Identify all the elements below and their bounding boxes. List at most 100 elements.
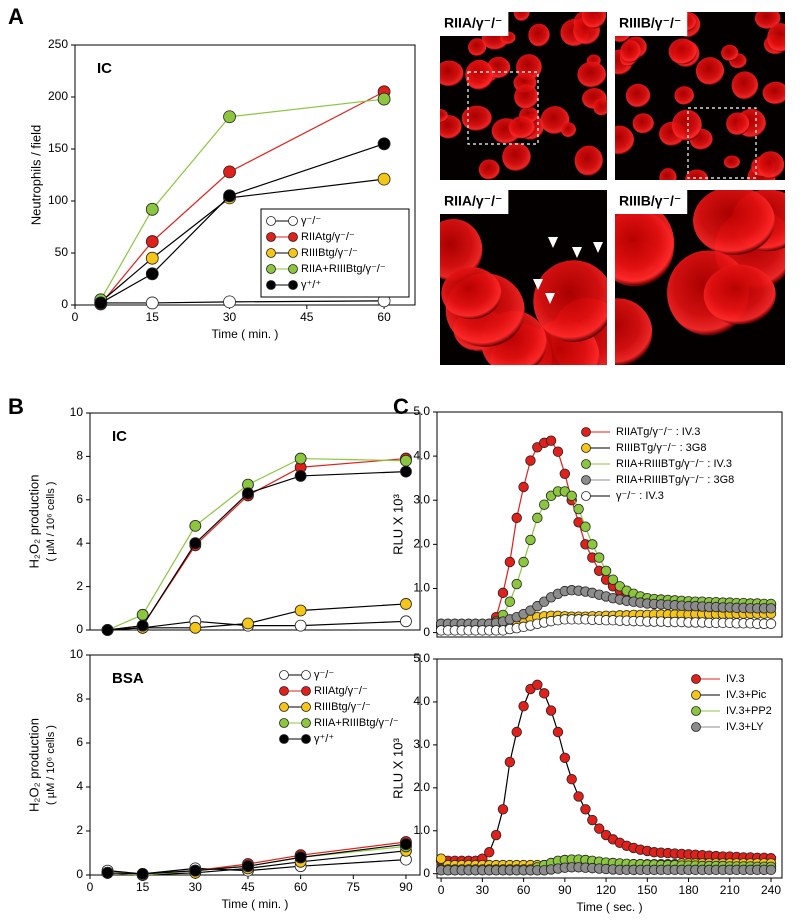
legend-marker [581, 427, 591, 437]
data-point [587, 539, 598, 550]
data-point [504, 556, 516, 568]
cell [468, 38, 487, 56]
y-axis-subtitle: ( µM / 10⁶ cells ) [45, 725, 57, 805]
data-point [242, 860, 254, 873]
series-line [107, 620, 406, 631]
cell [695, 57, 725, 85]
cell [721, 44, 739, 61]
arrowhead [572, 247, 582, 258]
cell [440, 109, 448, 123]
cell [625, 83, 651, 108]
data-point [593, 552, 605, 563]
x-tick-label: 45 [300, 310, 314, 324]
plot-frame [89, 654, 421, 876]
data-point [573, 791, 584, 802]
cell [440, 60, 464, 87]
legend-label: RIIA+RIIIBTg/γ⁻/⁻ : IV.3 [616, 458, 732, 470]
data-point [511, 578, 522, 590]
legend-marker [266, 264, 276, 274]
cell [731, 71, 759, 100]
data-point [400, 838, 412, 851]
data-point [504, 756, 516, 768]
chart: 0 2 4 6 8 10 0 15 30 45 60 75 90 Time ( min. ) H₂O₂ pr… [26, 647, 421, 911]
cell [754, 12, 781, 29]
y-tick-label: 0 [423, 625, 430, 639]
legend-label: RIIATg/γ⁻/⁻ : IV.3 [616, 426, 700, 438]
legend-marker [288, 264, 298, 274]
y-tick-label: 1.0 [413, 823, 430, 837]
y-tick-label: 2.0 [413, 537, 430, 551]
data-point [484, 847, 495, 858]
data-point [435, 853, 447, 864]
cell [440, 218, 483, 282]
y-tick-label: 5.0 [413, 404, 430, 418]
arrowhead [593, 242, 603, 253]
panel-label: C [393, 394, 409, 419]
y-tick-label: 4.0 [413, 448, 430, 462]
cell [533, 260, 607, 342]
data-point [294, 619, 307, 632]
legend-marker [266, 280, 276, 290]
cell [762, 81, 785, 105]
legend-marker [581, 491, 591, 501]
data-point [600, 565, 612, 577]
data-point [607, 574, 619, 585]
micrograph-label: RIIIB/γ⁻/⁻ [619, 15, 681, 31]
legend-label: RIIIBtg/γ⁻/⁻ [314, 701, 371, 713]
data-point [400, 454, 412, 467]
legend-marker [288, 280, 298, 290]
data-point [294, 470, 307, 482]
data-point [765, 864, 777, 876]
cell [581, 12, 607, 29]
series-line [107, 457, 406, 631]
cell [685, 169, 709, 180]
y-tick-label: 6 [76, 492, 83, 506]
cells [440, 12, 607, 180]
x-tick-label: 30 [476, 883, 490, 897]
x-tick-label: 120 [596, 883, 616, 897]
cell [508, 116, 535, 139]
data-point [580, 804, 591, 815]
legend-marker [279, 718, 289, 728]
legend-label: RIIA+RIIIBTg/γ⁻/⁻ : 3G8 [616, 474, 734, 486]
y-tick-label: 0 [76, 867, 83, 881]
data-point [765, 618, 777, 629]
data-point [539, 499, 550, 510]
data-point [511, 726, 522, 738]
panel-label: B [8, 394, 24, 419]
data-point [765, 603, 777, 614]
data-point [545, 705, 557, 716]
data-point [497, 587, 509, 599]
y-axis-title: Neutrophils / field [28, 125, 43, 225]
data-point [242, 487, 254, 500]
legend-marker [301, 718, 311, 728]
legend-marker [288, 216, 298, 226]
legend-marker [266, 232, 276, 242]
legend-label: RIIA+RIIIBtg/γ⁻/⁻ [301, 263, 386, 275]
data-point [242, 617, 254, 630]
legend-marker [691, 674, 701, 684]
annotation: IC [97, 60, 112, 77]
cell [593, 98, 607, 116]
data-point [400, 465, 412, 478]
data-point [189, 519, 202, 532]
cell [461, 105, 492, 131]
plot-frame [74, 44, 416, 306]
data-point [377, 137, 391, 151]
data-point [189, 864, 202, 877]
cell [441, 267, 502, 320]
x-tick-label: 240 [761, 883, 781, 897]
x-tick-label: 150 [637, 883, 657, 897]
data-point [518, 701, 529, 712]
data-point [189, 621, 202, 634]
cell [528, 23, 550, 47]
data-point [518, 556, 529, 568]
data-point [377, 172, 391, 186]
cell [574, 145, 603, 176]
data-point [525, 534, 536, 546]
legend-marker [279, 734, 289, 744]
data-point [490, 829, 502, 841]
data-point [189, 537, 202, 550]
data-point [294, 604, 307, 617]
x-tick-label: 210 [720, 883, 740, 897]
